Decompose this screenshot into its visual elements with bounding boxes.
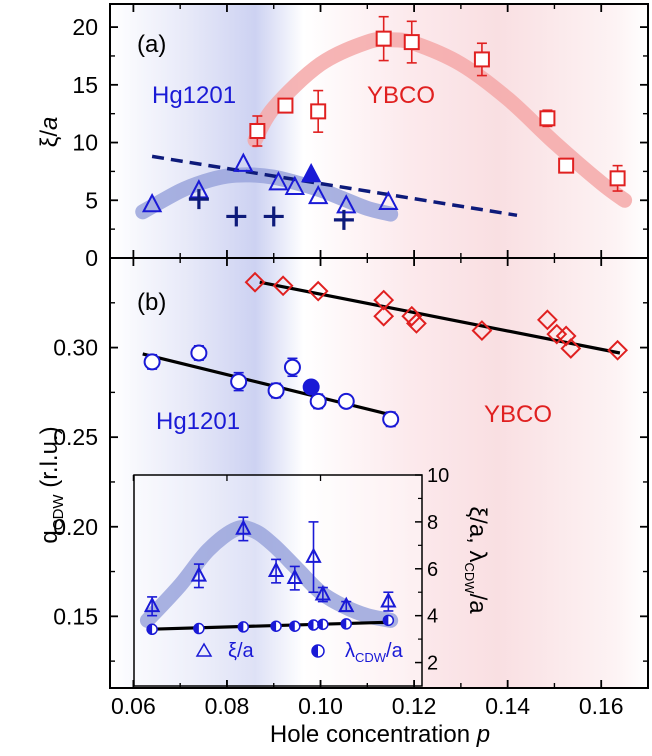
square-marker xyxy=(375,30,392,47)
x-tick-label: 0.08 xyxy=(205,693,250,719)
y-tick-label: 15 xyxy=(72,72,98,98)
diamond-marker xyxy=(307,280,329,302)
circle-marker xyxy=(283,358,301,376)
y-tick-label: 0.20 xyxy=(53,514,98,540)
triangle-marker xyxy=(190,566,208,582)
bottom-y-axis-title: qCDW (r.l.u.) xyxy=(36,426,67,543)
hg1201-label-a: Hg1201 xyxy=(152,82,236,109)
diamond-marker xyxy=(272,275,294,297)
inset-y-tick-label: 4 xyxy=(427,606,438,628)
triangle-marker xyxy=(267,561,285,577)
circle-marker xyxy=(309,392,327,410)
inset-axis: 2 4 6 8 10 xyxy=(132,465,449,686)
inset-y-tick-label: 10 xyxy=(427,465,449,487)
circle-marker xyxy=(143,353,161,371)
halfcircle-fill xyxy=(308,620,314,631)
dashed-trend-line xyxy=(151,154,518,218)
square-marker xyxy=(473,51,490,68)
triangle-marker xyxy=(284,175,305,195)
circle-marker xyxy=(382,410,400,428)
legend-xi-label: ξ/a xyxy=(228,640,255,662)
triangle-marker xyxy=(336,194,357,214)
x-tick-label: 0.06 xyxy=(111,693,156,719)
square-marker xyxy=(558,157,575,174)
y-tick-label: 0 xyxy=(85,245,98,271)
inset-plot xyxy=(139,516,399,636)
diamond-marker xyxy=(537,309,558,331)
y-tick-label: 20 xyxy=(72,14,98,40)
halfcircle-fill xyxy=(341,618,347,629)
top-y-axis-title: ξ/a xyxy=(36,117,63,148)
inset-y-tick-label: 2 xyxy=(427,653,438,675)
triangle-marker xyxy=(141,192,163,213)
circle-marker xyxy=(267,382,285,400)
square-marker xyxy=(539,110,556,127)
panel-b-label: (b) xyxy=(137,289,166,316)
triangle-marker xyxy=(286,568,303,585)
hg1201-label-b: Hg1201 xyxy=(156,408,240,435)
panel-b-plot xyxy=(142,271,629,428)
inset-y-tick-label: 8 xyxy=(427,512,438,534)
halfcircle-fill xyxy=(271,621,277,632)
axes: 0.06 0.08 0.10 0.12 0.14 0.16 0 5 10 15 20 0.15 0.20… xyxy=(53,4,649,719)
panel-a-label: (a) xyxy=(137,31,166,58)
legend-halfcircle-marker xyxy=(311,644,325,658)
halfcircle-fill xyxy=(383,615,389,626)
x-tick-label: 0.16 xyxy=(579,693,624,719)
inset-y-tick-label: 6 xyxy=(427,559,438,581)
panel-b-frame xyxy=(109,257,649,689)
legend-triangle-marker xyxy=(195,642,213,657)
y-tick-label: 5 xyxy=(85,187,98,213)
diamond-marker xyxy=(471,320,493,341)
square-marker xyxy=(310,103,327,120)
triangle-marker xyxy=(378,190,399,210)
triangle-marker xyxy=(268,171,289,191)
halfcircle-fill xyxy=(193,623,199,634)
inset-y-axis-title: ξ/a, λCDW/a xyxy=(462,506,491,614)
halfcircle-fill xyxy=(238,621,244,632)
triangle-marker xyxy=(143,596,161,613)
diamond-marker xyxy=(406,312,427,334)
ybco-label-b: YBCO xyxy=(484,401,552,428)
triangle-marker xyxy=(308,184,329,205)
triangle-marker xyxy=(305,547,322,563)
triangle-marker xyxy=(233,152,254,172)
triangle-marker xyxy=(314,584,332,601)
triangle-marker xyxy=(235,519,252,535)
ybco-label-a: YBCO xyxy=(367,82,435,109)
y-tick-label: 10 xyxy=(72,130,98,156)
diamond-marker xyxy=(401,305,423,327)
diamond-marker xyxy=(607,339,629,361)
square-marker xyxy=(277,97,294,114)
halfcircle-fill xyxy=(289,621,295,632)
triangle-marker xyxy=(380,591,397,608)
halfcircle-fill xyxy=(317,619,323,630)
trend-band xyxy=(139,520,399,628)
circle-marker xyxy=(337,392,355,410)
diamond-marker xyxy=(244,271,266,293)
panel-a-plot xyxy=(135,15,633,230)
y-tick-label: 0.30 xyxy=(53,335,98,361)
circle-marker xyxy=(190,344,208,362)
circle-filled-marker xyxy=(302,378,320,396)
inset-legend: ξ/a λCDW/a xyxy=(195,640,404,665)
square-marker xyxy=(403,34,420,51)
square-marker xyxy=(609,170,626,187)
triangle-marker xyxy=(338,596,355,613)
square-marker xyxy=(249,123,266,139)
y-tick-label: 0.15 xyxy=(53,603,98,629)
legend-lambda-label: λCDW/a xyxy=(345,640,404,665)
x-tick-label: 0.14 xyxy=(485,693,530,719)
x-axis-title: Hole concentration p xyxy=(270,721,490,748)
diamond-marker xyxy=(560,338,582,359)
x-tick-label: 0.12 xyxy=(392,693,437,719)
diamond-marker xyxy=(373,305,395,327)
triangle-filled-marker xyxy=(301,162,322,183)
x-tick-label: 0.10 xyxy=(298,693,343,719)
diamond-marker xyxy=(373,289,395,311)
halfcircle-fill xyxy=(147,624,153,635)
y-tick-label: 0.25 xyxy=(53,424,98,450)
circle-marker xyxy=(230,373,248,391)
